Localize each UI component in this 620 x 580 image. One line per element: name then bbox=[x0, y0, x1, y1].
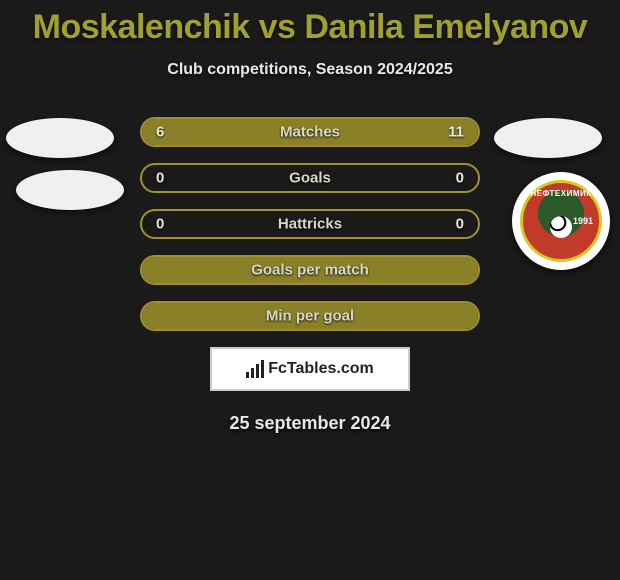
club-badge-right: НЕФТЕХИМИК 1991 bbox=[512, 172, 610, 270]
source-logo-text: FcTables.com bbox=[268, 360, 374, 378]
stat-row: Goals per match bbox=[140, 255, 480, 285]
stat-label: Min per goal bbox=[142, 308, 478, 325]
stat-value-right: 11 bbox=[448, 124, 464, 141]
stat-value-left: 0 bbox=[156, 170, 164, 187]
player-right-avatar bbox=[494, 118, 602, 158]
stat-row: Goals0 0 bbox=[140, 163, 480, 193]
stat-value-left: 6 bbox=[156, 124, 164, 141]
subtitle: Club competitions, Season 2024/2025 bbox=[0, 61, 620, 79]
stat-label: Goals per match bbox=[142, 262, 478, 279]
badge-year: 1991 bbox=[573, 216, 593, 226]
source-logo: FcTables.com bbox=[210, 347, 410, 391]
stat-label: Goals bbox=[142, 170, 478, 187]
stat-row: Hattricks0 0 bbox=[140, 209, 480, 239]
stat-value-right: 0 bbox=[456, 170, 464, 187]
stat-label: Matches bbox=[142, 124, 478, 141]
stat-label: Hattricks bbox=[142, 216, 478, 233]
stat-value-left: 0 bbox=[156, 216, 164, 233]
stat-value-right: 0 bbox=[456, 216, 464, 233]
player-left-avatar bbox=[6, 118, 114, 158]
chart-icon bbox=[246, 360, 264, 378]
badge-name: НЕФТЕХИМИК bbox=[523, 189, 599, 198]
page-title: Moskalenchik vs Danila Emelyanov bbox=[0, 0, 620, 47]
badge-ball-icon bbox=[550, 216, 572, 238]
stat-row: Min per goal bbox=[140, 301, 480, 331]
player-left-club-avatar bbox=[16, 170, 124, 210]
snapshot-date: 25 september 2024 bbox=[0, 413, 620, 434]
stat-row: Matches6 11 bbox=[140, 117, 480, 147]
